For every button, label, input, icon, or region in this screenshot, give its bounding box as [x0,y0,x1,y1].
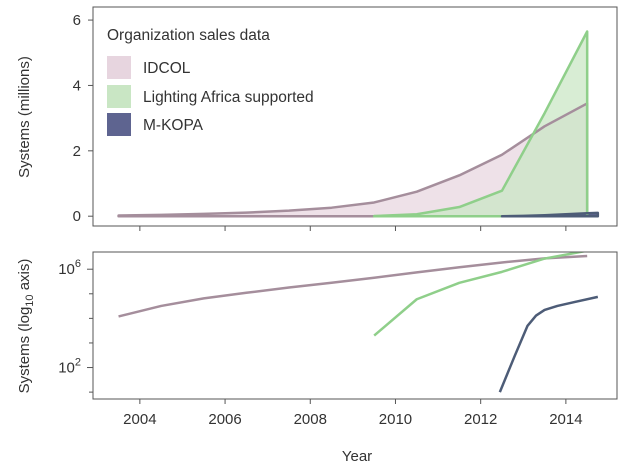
top-y-tick-label: 4 [73,77,81,94]
legend-label-m-kopa: M-KOPA [143,117,204,134]
bottom-x-ticks: 2004 2006 2008 2010 2012 2014 [123,399,583,428]
legend-swatch-lighting-africa [107,85,131,108]
area-lighting-africa-supported [374,31,588,217]
bottom-panel: 102 106 2004 2006 2008 2010 2012 2014 Systems … [16,251,618,465]
line-idcol [117,102,589,218]
area-idcol [118,103,588,217]
top-plot-frame [92,6,618,227]
log-line-idcol [118,254,588,318]
legend-swatch-idcol [107,56,131,79]
top-lines [117,30,600,218]
top-y-tick-label: 2 [73,143,81,160]
top-y-tick-label: 0 [73,208,81,225]
top-y-ticks: 0 2 4 6 [73,12,93,225]
legend-label-lighting-africa: Lighting Africa supported [143,89,314,106]
log-line-m-kopa [498,295,599,393]
legend: Organization sales data IDCOL Lighting A… [107,27,314,136]
legend-swatch-m-kopa [107,113,131,136]
top-panel: 0 2 4 6 Systems (millions) Organization sal… [16,6,618,231]
log-line-lighting-africa-supported [373,252,588,337]
x-tick-label: 2012 [464,411,497,428]
top-y-axis-label: Systems (millions) [16,56,33,178]
top-x-ticks [139,226,567,231]
legend-label-idcol: IDCOL [143,60,191,77]
bottom-lines [118,252,599,393]
bottom-y-tick-label: 106 [58,258,81,278]
top-y-tick-label: 6 [73,12,81,29]
x-tick-label: 2004 [123,411,156,428]
line-lighting-africa-supported [372,30,589,218]
x-tick-label: 2008 [294,411,327,428]
bottom-y-ticks: 102 106 [58,258,93,393]
bottom-plot-frame [92,251,618,400]
line-m-kopa [500,211,600,218]
bottom-y-tick-label: 102 [58,357,81,377]
x-tick-label: 2010 [379,411,412,428]
x-tick-label: 2014 [549,411,582,428]
legend-title: Organization sales data [107,27,270,44]
x-axis-label: Year [342,448,372,465]
bottom-y-axis-label: Systems (log10 axis) [16,259,36,394]
x-tick-label: 2006 [208,411,241,428]
